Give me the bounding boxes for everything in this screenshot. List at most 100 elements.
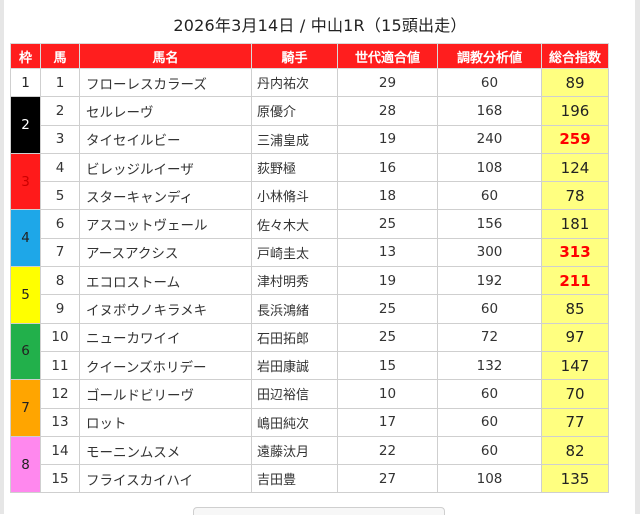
header-horse-name: 馬名	[79, 43, 252, 69]
jockey-cell: 荻野極	[251, 152, 338, 183]
horse-name-cell: フローレスカラーズ	[79, 67, 252, 98]
horse-number-cell: 1	[40, 67, 80, 98]
table-header-row: 枠 馬 馬名 騎手 世代適合値 調教分析値 総合指数	[10, 43, 609, 69]
header-generation-fit: 世代適合値	[337, 43, 438, 69]
total-index-cell: 78	[541, 181, 609, 211]
jockey-cell: 田辺裕信	[251, 379, 338, 409]
training-analysis-cell: 168	[437, 96, 542, 126]
waku-cell: 4	[10, 209, 41, 268]
jockey-cell: 津村明秀	[251, 266, 338, 296]
right-edge	[635, 0, 640, 514]
header-umaban: 馬	[40, 43, 80, 69]
horse-name-cell: クイーンズホリデー	[79, 350, 252, 381]
table-row: 11 クイーンズホリデー 岩田康誠 15 132 147	[11, 350, 609, 381]
horse-number-cell: 5	[40, 181, 80, 211]
generation-fit-cell: 10	[337, 379, 438, 409]
total-index-cell: 135	[541, 464, 609, 494]
horse-number-cell: 8	[40, 266, 80, 296]
total-index-cell: 211	[541, 266, 609, 296]
table-row: 8 14 モーニンムスメ 遠藤汰月 22 60 82	[10, 435, 609, 494]
horse-name-cell: セルレーヴ	[79, 96, 252, 126]
training-analysis-cell: 192	[437, 266, 542, 296]
generation-fit-cell: 15	[337, 350, 438, 381]
horse-number-cell: 10	[40, 322, 80, 352]
total-index-cell: 77	[541, 407, 609, 437]
generation-fit-cell: 18	[337, 181, 438, 211]
horse-number-cell: 13	[40, 407, 80, 437]
horse-number-cell: 15	[40, 464, 80, 494]
table-row: 13 ロット 嶋田純次 17 60 77	[11, 407, 609, 437]
jockey-cell: 石田拓郎	[251, 322, 338, 352]
horse-name-cell: ビレッジルイーザ	[79, 152, 252, 183]
training-analysis-cell: 72	[437, 322, 542, 352]
waku-cell: 5	[10, 266, 41, 324]
generation-fit-cell: 22	[337, 435, 438, 466]
horse-number-cell: 14	[40, 435, 80, 466]
jockey-cell: 嶋田純次	[251, 407, 338, 437]
table-row: 3 タイセイルビー 三浦皇成 19 240 259	[11, 124, 609, 154]
horse-name-cell: アスコットヴェール	[79, 209, 252, 239]
waku-cell: 8	[10, 435, 41, 494]
table-row: 6 10 ニューカワイイ 石田拓郎 25 72 97	[10, 322, 609, 381]
horse-number-cell: 4	[40, 152, 80, 183]
generation-fit-cell: 19	[337, 124, 438, 154]
total-index-cell: 196	[541, 96, 609, 126]
training-analysis-cell: 60	[437, 181, 542, 211]
table-body: 1 1 フローレスカラーズ 丹内祐次 29 60 89 2 2 セルレーヴ 原優介 28 168 196 3…	[10, 67, 609, 494]
jockey-cell: 長浜鴻緒	[251, 294, 338, 324]
horse-name-cell: ニューカワイイ	[79, 322, 252, 352]
horse-number-cell: 12	[40, 379, 80, 409]
training-analysis-cell: 60	[437, 435, 542, 466]
total-index-cell: 97	[541, 322, 609, 352]
jockey-cell: 岩田康誠	[251, 350, 338, 381]
header-jockey: 騎手	[251, 43, 338, 69]
waku-cell: 2	[10, 96, 41, 154]
waku-cell: 6	[10, 322, 41, 381]
horse-name-cell: タイセイルビー	[79, 124, 252, 154]
horse-number-cell: 11	[40, 350, 80, 381]
total-index-cell: 147	[541, 350, 609, 381]
jockey-cell: 三浦皇成	[251, 124, 338, 154]
table-row: 5 スターキャンディ 小林脩斗 18 60 78	[11, 181, 609, 211]
horse-number-cell: 3	[40, 124, 80, 154]
header-training-analysis: 調教分析値	[437, 43, 542, 69]
jockey-cell: 遠藤汰月	[251, 435, 338, 466]
table-row: 9 イヌボウノキラメキ 長浜鴻緒 25 60 85	[11, 294, 609, 324]
total-index-cell: 89	[541, 67, 609, 98]
generation-fit-cell: 25	[337, 294, 438, 324]
training-analysis-cell: 60	[437, 294, 542, 324]
left-edge	[0, 0, 4, 514]
generation-fit-cell: 17	[337, 407, 438, 437]
total-index-cell: 85	[541, 294, 609, 324]
table-row: 1 1 フローレスカラーズ 丹内祐次 29 60 89	[10, 67, 609, 98]
total-index-cell: 181	[541, 209, 609, 239]
horse-name-cell: エコロストーム	[79, 266, 252, 296]
header-waku: 枠	[10, 43, 41, 69]
generation-fit-cell: 25	[337, 322, 438, 352]
table-row: 4 6 アスコットヴェール 佐々木大 25 156 181	[10, 209, 609, 268]
waku-cell: 1	[10, 67, 41, 98]
horse-number-cell: 9	[40, 294, 80, 324]
horse-number-cell: 6	[40, 209, 80, 239]
horse-name-cell: ゴールドビリーヴ	[79, 379, 252, 409]
training-analysis-cell: 132	[437, 350, 542, 381]
horse-name-cell: フライスカイハイ	[79, 464, 252, 494]
training-analysis-cell: 240	[437, 124, 542, 154]
page-title: 2026年3月14日 / 中山1R（15頭出走）	[173, 16, 467, 35]
horse-number-cell: 2	[40, 96, 80, 126]
generation-fit-cell: 28	[337, 96, 438, 126]
generation-fit-cell: 19	[337, 266, 438, 296]
generation-fit-cell: 25	[337, 209, 438, 239]
total-index-cell: 259	[541, 124, 609, 154]
training-analysis-cell: 108	[437, 464, 542, 494]
generation-fit-cell: 13	[337, 237, 438, 268]
training-analysis-cell: 300	[437, 237, 542, 268]
total-index-cell: 313	[541, 237, 609, 268]
waku-cell: 3	[10, 152, 41, 211]
table-row: 7 アースアクシス 戸崎圭太 13 300 313	[11, 237, 609, 268]
training-analysis-cell: 60	[437, 407, 542, 437]
table-row: 2 2 セルレーヴ 原優介 28 168 196	[10, 96, 609, 154]
horse-number-cell: 7	[40, 237, 80, 268]
horse-name-cell: スターキャンディ	[79, 181, 252, 211]
